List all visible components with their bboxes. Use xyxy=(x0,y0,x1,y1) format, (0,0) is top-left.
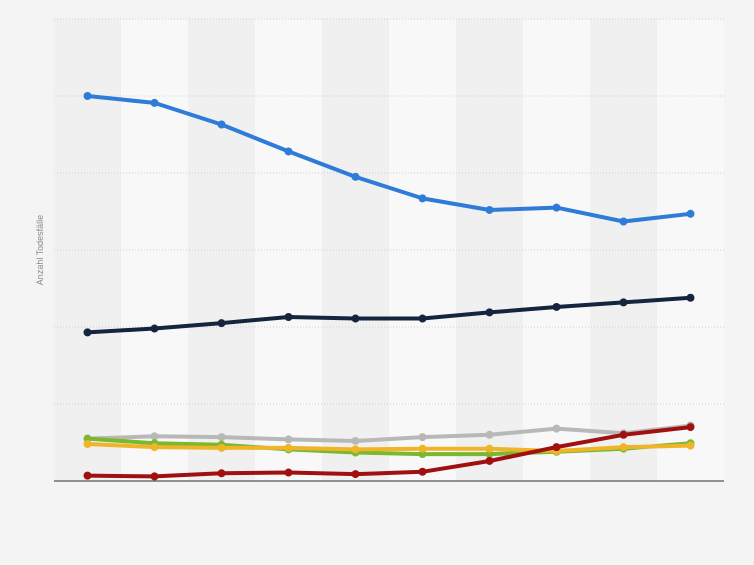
series-line-2 xyxy=(85,295,693,335)
data-point xyxy=(619,217,628,226)
data-point xyxy=(150,432,159,441)
data-point xyxy=(418,467,427,476)
data-point xyxy=(418,194,427,203)
data-point xyxy=(485,456,494,465)
data-point xyxy=(284,435,293,444)
data-point xyxy=(351,470,360,479)
data-point xyxy=(150,443,159,452)
data-point xyxy=(552,203,561,212)
data-point xyxy=(485,308,494,317)
data-point xyxy=(83,92,92,100)
data-point xyxy=(686,423,695,432)
y-axis-label: Anzahl Todesfälle xyxy=(35,214,45,286)
data-point xyxy=(351,314,360,323)
data-point xyxy=(485,205,494,214)
data-point xyxy=(150,472,159,481)
data-point xyxy=(150,98,159,107)
data-point xyxy=(217,469,226,478)
data-point xyxy=(619,298,628,307)
data-point xyxy=(217,443,226,452)
data-point xyxy=(619,443,628,452)
data-point xyxy=(83,328,92,337)
data-point xyxy=(150,324,159,333)
data-point xyxy=(418,433,427,442)
data-point xyxy=(552,443,561,452)
data-point xyxy=(686,209,695,218)
data-point xyxy=(552,424,561,433)
data-point xyxy=(552,302,561,311)
data-point xyxy=(83,440,92,449)
series-line-6 xyxy=(85,425,693,479)
data-point xyxy=(351,445,360,454)
data-point xyxy=(284,147,293,156)
data-point xyxy=(217,433,226,442)
series-line-1 xyxy=(85,94,693,224)
data-point xyxy=(686,441,695,450)
series-line-3 xyxy=(85,423,693,443)
data-point xyxy=(351,172,360,181)
data-point xyxy=(284,312,293,321)
data-point xyxy=(217,120,226,129)
data-point xyxy=(217,319,226,328)
data-point xyxy=(284,443,293,452)
data-point xyxy=(351,436,360,445)
data-point xyxy=(418,444,427,453)
data-point xyxy=(418,314,427,323)
series-line-5 xyxy=(85,442,693,453)
data-point xyxy=(686,293,695,302)
data-point xyxy=(485,444,494,453)
data-point xyxy=(485,430,494,439)
data-point xyxy=(619,430,628,439)
data-point xyxy=(83,471,92,480)
data-point xyxy=(284,468,293,477)
